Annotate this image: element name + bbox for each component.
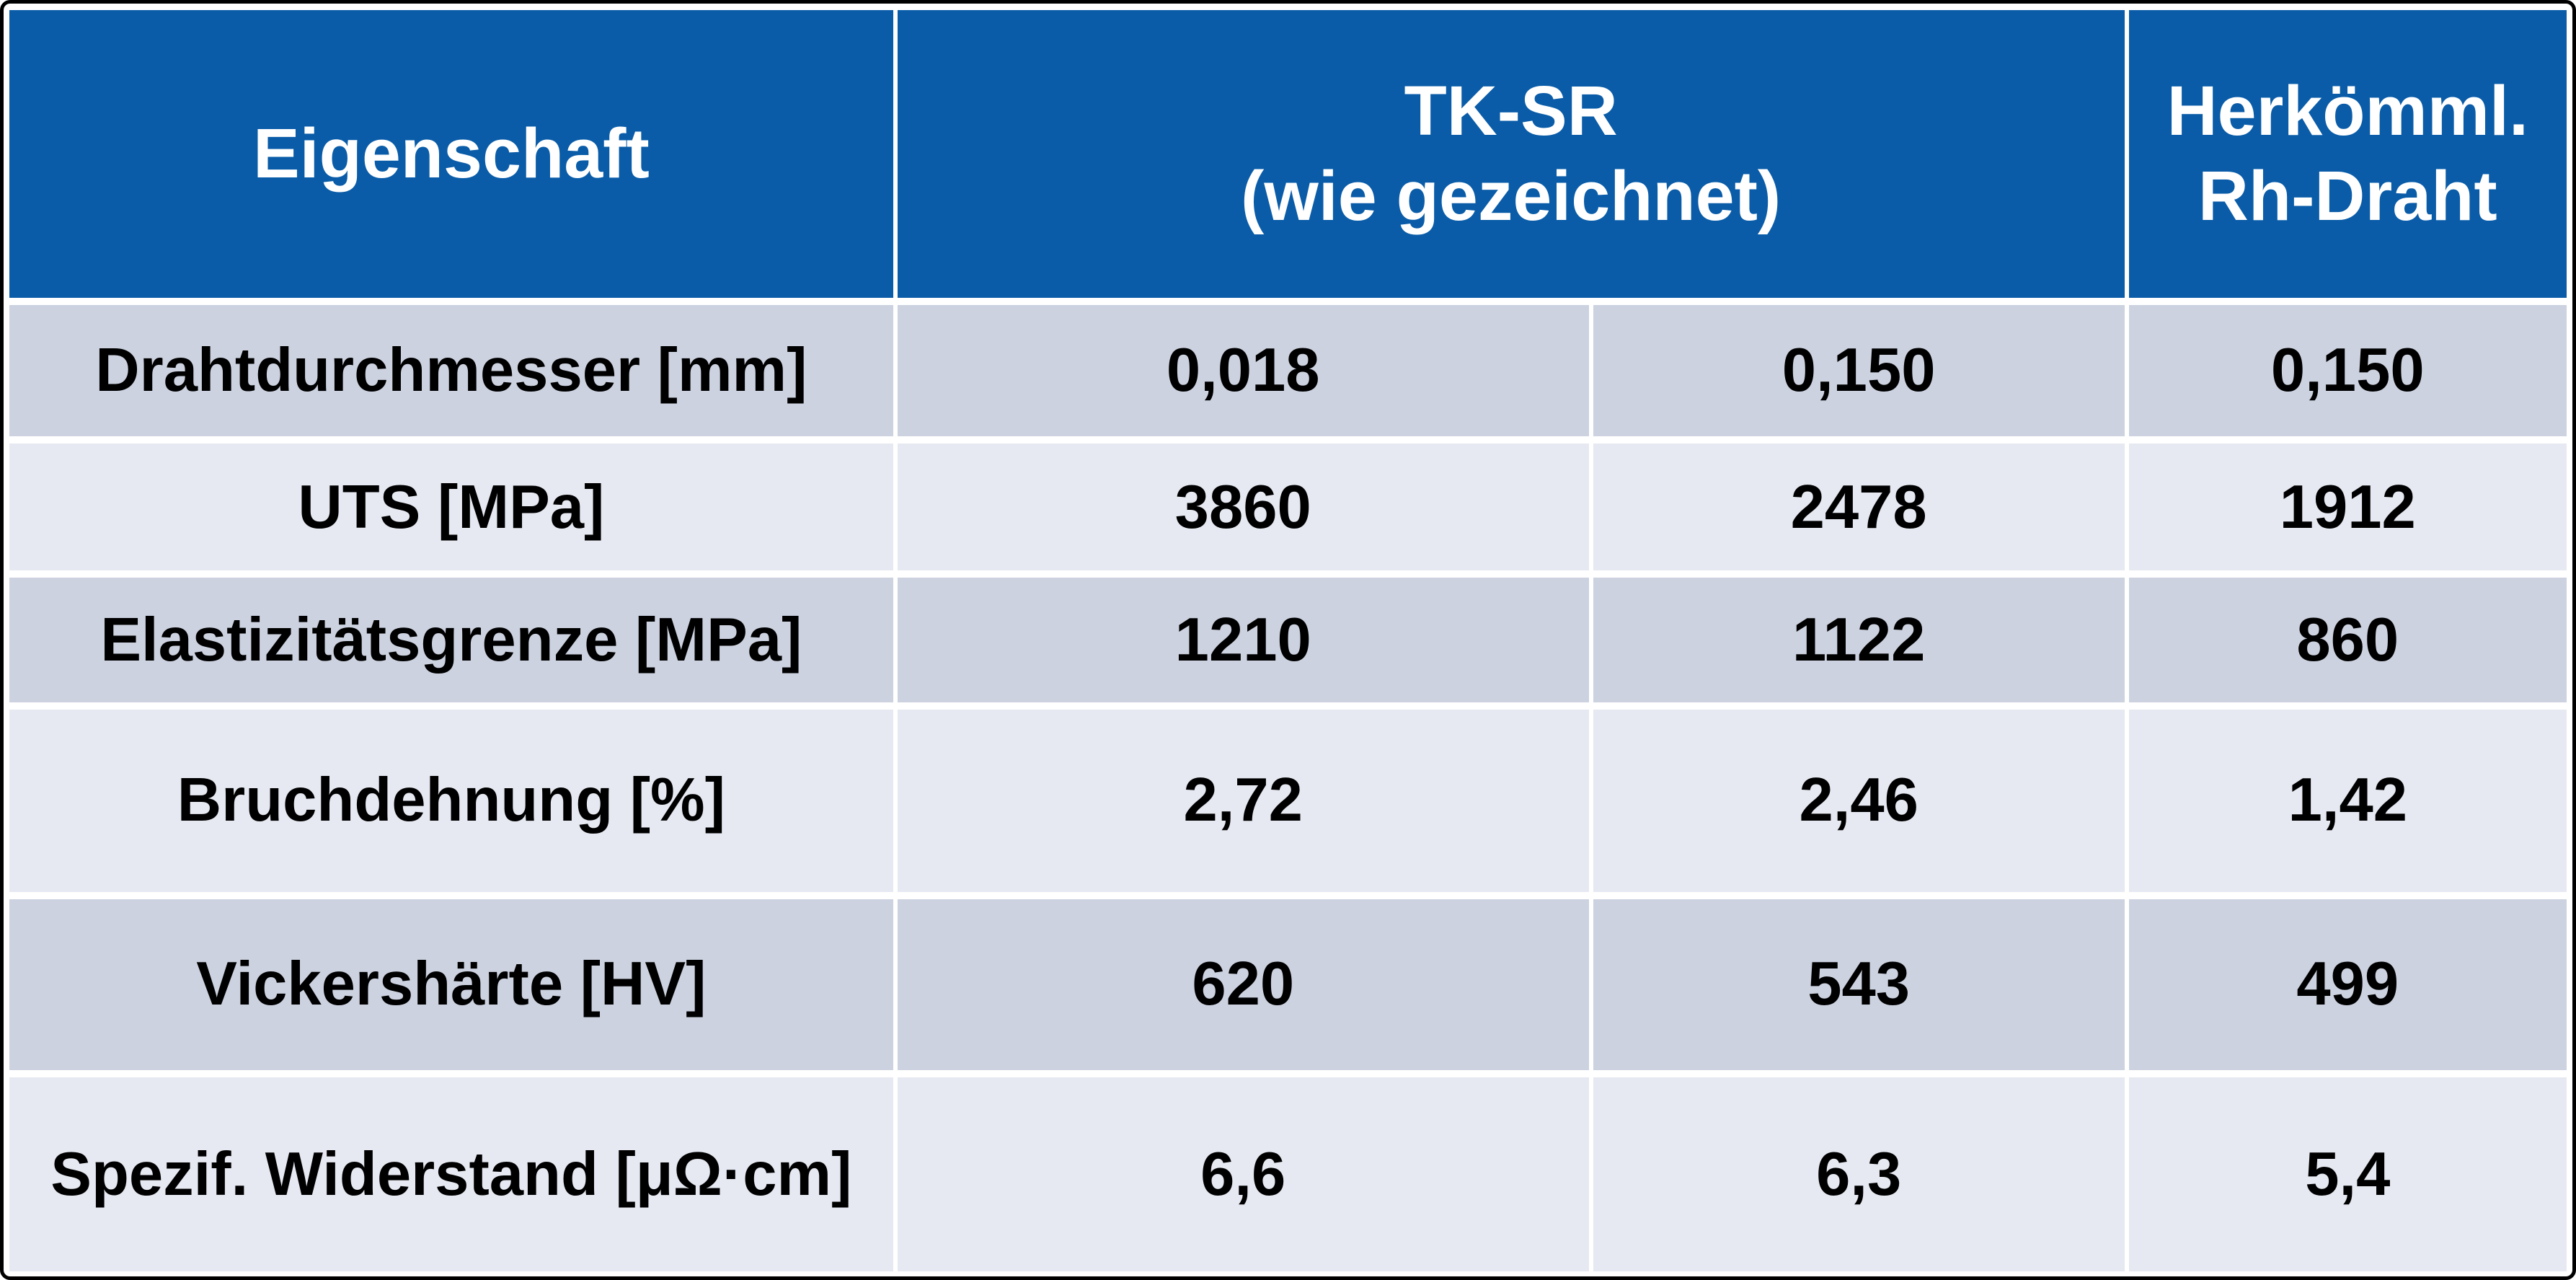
value-drahtdurchmesser-tksr-2: 0,150 bbox=[1593, 304, 2125, 437]
properties-table: Eigenschaft TK-SR (wie gezeichnet) Herkö… bbox=[9, 10, 2567, 1271]
value-uts-tksr-1: 3860 bbox=[897, 443, 1589, 571]
value-elastizitaetsgrenze-tksr-1: 1210 bbox=[897, 578, 1589, 702]
header-label-conventional-line2: Rh-Draht bbox=[2197, 156, 2497, 236]
value-drahtdurchmesser-rh: 0,150 bbox=[2128, 304, 2567, 437]
row-label-vickershaerte: Vickershärte [HV] bbox=[9, 899, 893, 1070]
row-label-elastizitaetsgrenze: Elastizitätsgrenze [MPa] bbox=[9, 578, 893, 702]
value-drahtdurchmesser-tksr-1: 0,018 bbox=[897, 304, 1589, 437]
value-bruchdehnung-tksr-1: 2,72 bbox=[897, 709, 1589, 892]
value-vickershaerte-rh: 499 bbox=[2128, 899, 2567, 1070]
value-bruchdehnung-tksr-2: 2,46 bbox=[1593, 709, 2125, 892]
value-uts-rh: 1912 bbox=[2128, 443, 2567, 571]
value-vickershaerte-tksr-1: 620 bbox=[897, 899, 1589, 1070]
value-spezif-widerstand-tksr-1: 6,6 bbox=[897, 1077, 1589, 1271]
header-cell-conventional-rh-wire: Herkömml. Rh-Draht bbox=[2128, 10, 2567, 298]
value-elastizitaetsgrenze-tksr-2: 1122 bbox=[1593, 578, 2125, 702]
header-label-eigenschaft: Eigenschaft bbox=[252, 114, 650, 193]
row-label-bruchdehnung: Bruchdehnung [%] bbox=[9, 709, 893, 892]
value-spezif-widerstand-rh: 5,4 bbox=[2128, 1077, 2567, 1271]
header-label-conventional-line1: Herkömml. bbox=[2166, 71, 2528, 151]
header-cell-tksr: TK-SR (wie gezeichnet) bbox=[897, 10, 2125, 298]
value-bruchdehnung-rh: 1,42 bbox=[2128, 709, 2567, 892]
header-label-tksr-line2: (wie gezeichnet) bbox=[1241, 156, 1781, 236]
row-label-spezif-widerstand: Spezif. Widerstand [μΩ·cm] bbox=[9, 1077, 893, 1271]
header-label-tksr-line1: TK-SR bbox=[1404, 71, 1618, 151]
value-elastizitaetsgrenze-rh: 860 bbox=[2128, 578, 2567, 702]
value-spezif-widerstand-tksr-2: 6,3 bbox=[1593, 1077, 2125, 1271]
value-vickershaerte-tksr-2: 543 bbox=[1593, 899, 2125, 1070]
row-label-drahtdurchmesser: Drahtdurchmesser [mm] bbox=[9, 304, 893, 437]
header-cell-eigenschaft: Eigenschaft bbox=[9, 10, 893, 298]
value-uts-tksr-2: 2478 bbox=[1593, 443, 2125, 571]
row-label-uts: UTS [MPa] bbox=[9, 443, 893, 571]
